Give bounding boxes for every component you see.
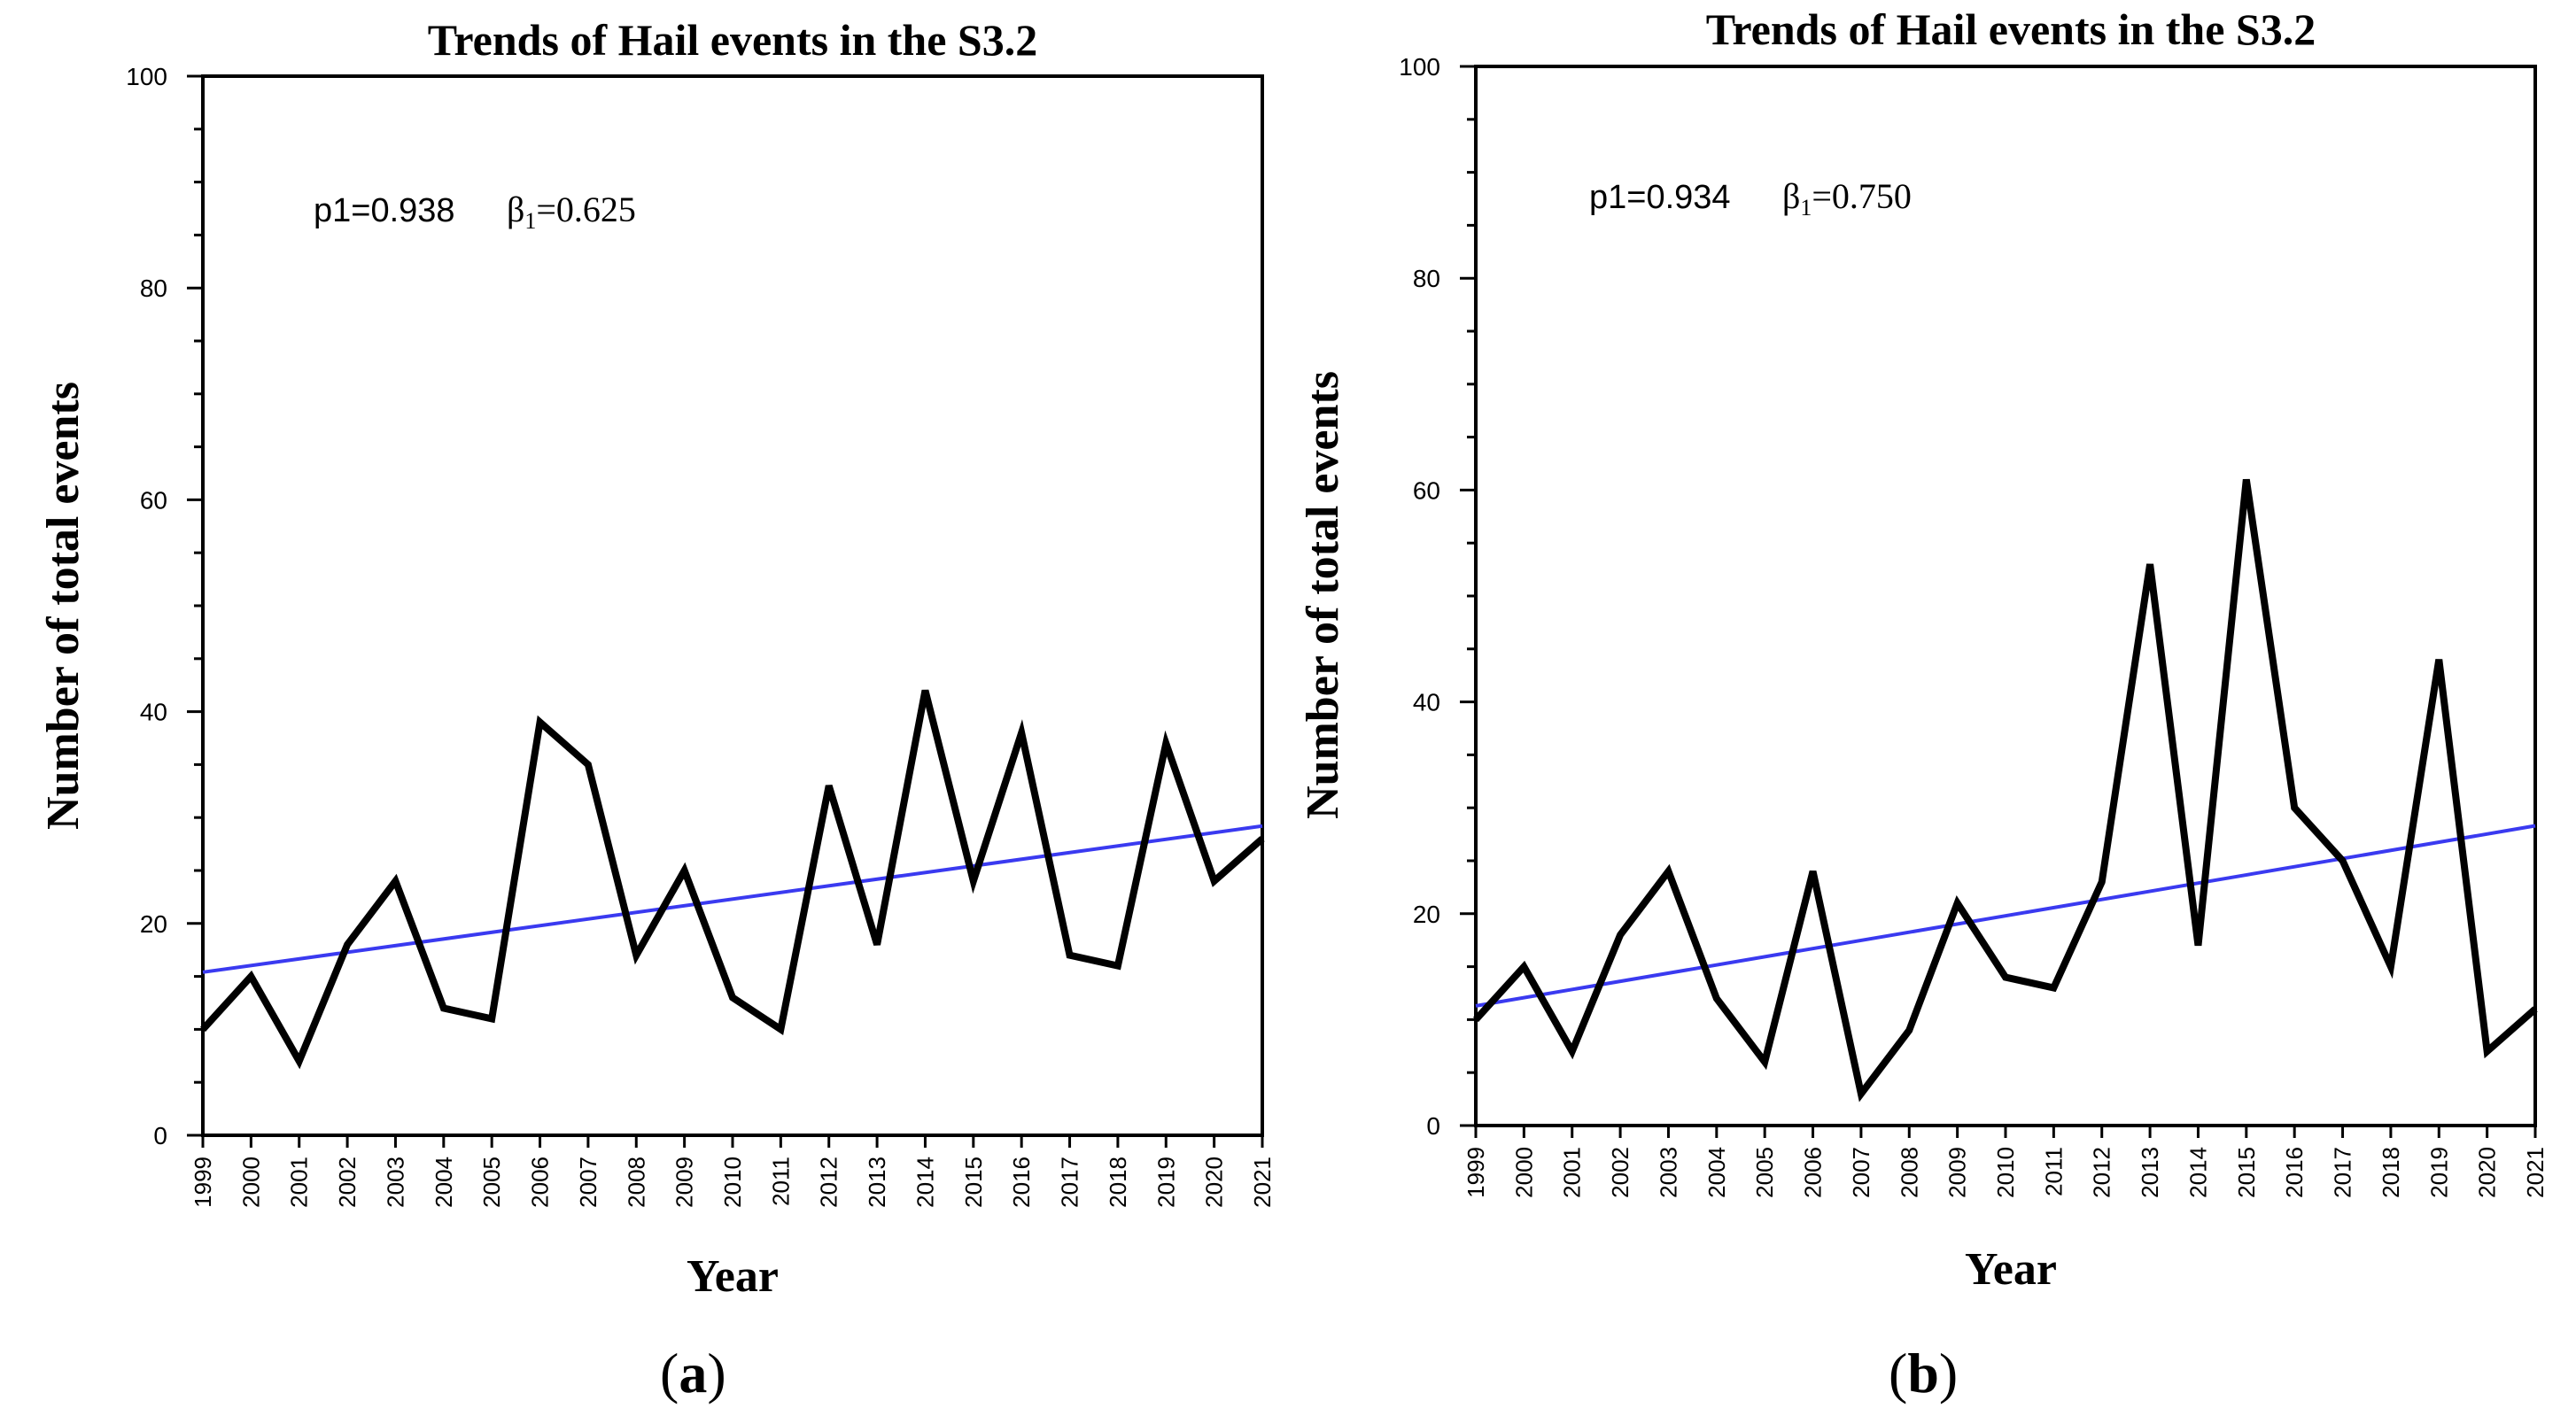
x-tick-label: 2007: [575, 1157, 601, 1208]
y-axis-label: Number of total events: [1298, 371, 1348, 819]
y-axis: 0 20 40 60 80 100: [126, 63, 203, 1149]
x-tick-label: 2008: [1896, 1147, 1922, 1198]
x-tick-label: 2017: [1057, 1157, 1083, 1208]
x-tick-label: 1999: [190, 1157, 216, 1208]
x-tick-label: 2011: [2040, 1147, 2067, 1196]
x-tick-label: 2000: [1510, 1147, 1537, 1198]
x-tick-label: 2009: [671, 1157, 698, 1208]
x-tick-label: 2011: [767, 1157, 794, 1206]
beta-annotation: β1=0.750: [1782, 176, 1912, 221]
y-axis-label: Number of total events: [38, 382, 89, 830]
x-tick-label: 2012: [2089, 1147, 2115, 1198]
x-tick-label: 2020: [1201, 1157, 1228, 1208]
x-tick-label: 2004: [1703, 1147, 1730, 1198]
y-tick-label: 0: [1426, 1112, 1440, 1140]
p-value-annotation: p1=0.934: [1589, 179, 1731, 216]
x-tick-label: 2009: [1944, 1147, 1971, 1198]
y-tick-label: 100: [1399, 53, 1440, 81]
x-tick-label: 2001: [1559, 1147, 1586, 1198]
x-tick-label: 2007: [1848, 1147, 1874, 1198]
p-value-annotation: p1=0.938: [314, 192, 455, 229]
x-tick-label: 2006: [1800, 1147, 1827, 1198]
x-tick-label: 2002: [334, 1157, 361, 1208]
series-line: [200, 689, 1265, 1070]
x-tick-label: 2010: [719, 1157, 746, 1208]
x-tick-label: 2019: [1152, 1157, 1179, 1208]
y-tick-label: 60: [1413, 476, 1440, 504]
panel-a: Trends of Hail events in the S3.2 0 20 40 6…: [38, 15, 1276, 1404]
y-tick-label: 40: [1413, 689, 1440, 716]
x-tick-label: 2014: [912, 1157, 938, 1208]
x-tick-label: 2004: [431, 1157, 457, 1208]
panel-b: Trends of Hail events in the S3.2 0 20 40 6…: [1298, 4, 2549, 1404]
x-tick-label: 2002: [1607, 1147, 1633, 1198]
chart-title: Trends of Hail events in the S3.2: [428, 15, 1037, 65]
y-tick-label: 80: [140, 275, 167, 302]
x-tick-label: 2015: [2233, 1147, 2260, 1198]
x-tick-label: 2016: [2281, 1147, 2308, 1198]
y-tick-label: 20: [140, 910, 167, 938]
trend-line: [202, 824, 1263, 974]
x-tick-label: 2003: [382, 1157, 408, 1208]
x-tick-label: 2018: [2378, 1147, 2404, 1198]
x-tick-label: 2021: [1249, 1157, 1276, 1208]
x-tick-label: 2013: [2137, 1147, 2163, 1198]
panel-caption: (a): [660, 1342, 726, 1404]
beta-annotation: β1=0.625: [507, 190, 636, 234]
x-tick-label: 2005: [1751, 1147, 1778, 1198]
x-tick-label: 2018: [1105, 1157, 1131, 1208]
x-tick-label: 2017: [2330, 1147, 2356, 1198]
x-axis-label: Year: [687, 1251, 779, 1302]
panel-caption: (b): [1889, 1342, 1958, 1404]
y-tick-label: 60: [140, 486, 167, 514]
x-tick-label: 2019: [2425, 1147, 2452, 1198]
y-tick-label: 0: [153, 1122, 167, 1149]
series-line: [1473, 478, 2538, 1103]
plot-frame: [1474, 65, 2537, 1127]
x-tick-label: 2021: [2522, 1147, 2549, 1198]
x-tick-label: 2008: [623, 1157, 649, 1208]
y-tick-label: 20: [1413, 901, 1440, 928]
x-tick-label: 2000: [237, 1157, 264, 1208]
x-tick-label: 2001: [286, 1157, 313, 1208]
plot-frame: [201, 74, 1264, 1137]
x-axis: 1999 2000 2001 2002 2003 2004 2005 2006 2007 2008…: [190, 1135, 1276, 1208]
x-tick-label: 2015: [960, 1157, 987, 1208]
y-tick-label: 100: [126, 63, 167, 90]
y-axis: 0 20 40 60 80 100: [1399, 53, 1476, 1140]
x-tick-label: 2016: [1008, 1157, 1035, 1208]
x-tick-label: 1999: [1463, 1147, 1489, 1198]
x-tick-label: 2010: [1992, 1147, 2019, 1198]
x-tick-label: 2006: [527, 1157, 554, 1208]
data-points: [202, 690, 1263, 1062]
x-tick-label: 2003: [1655, 1147, 1681, 1198]
x-axis-label: Year: [1965, 1244, 2057, 1295]
x-tick-label: 2005: [478, 1157, 505, 1208]
x-axis: 1999 2000 2001 2002 2003 2004 2005 2006 2007 2008…: [1463, 1126, 2549, 1198]
trend-line: [1475, 824, 2536, 1008]
y-tick-label: 40: [140, 699, 167, 726]
chart-title: Trends of Hail events in the S3.2: [1706, 4, 2316, 54]
x-tick-label: 2014: [2184, 1147, 2211, 1198]
y-tick-label: 80: [1413, 265, 1440, 292]
x-tick-label: 2012: [816, 1157, 842, 1208]
x-tick-label: 2013: [864, 1157, 890, 1208]
data-points: [1475, 479, 2536, 1095]
x-tick-label: 2020: [2474, 1147, 2501, 1198]
